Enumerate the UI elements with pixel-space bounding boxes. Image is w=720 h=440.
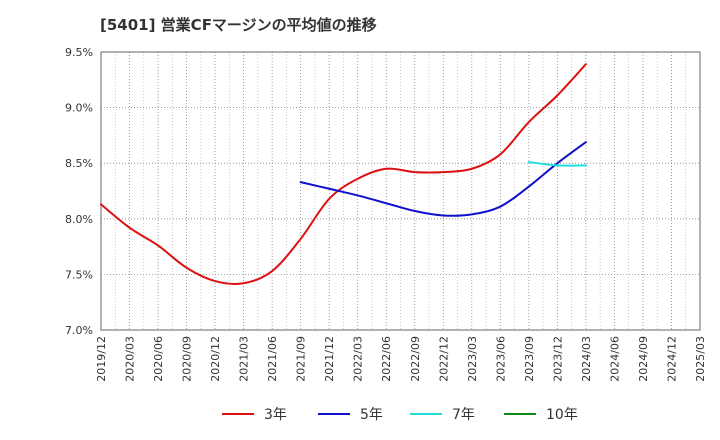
- series-line-3年: [100, 63, 587, 286]
- y-tick-label: 7.0%: [65, 324, 93, 337]
- x-tick-label: 2022/12: [437, 336, 450, 382]
- y-tick-label: 7.5%: [65, 268, 93, 281]
- x-tick-label: 2021/12: [323, 336, 336, 382]
- x-tick-label: 2024/06: [608, 336, 621, 382]
- series-line-5年: [299, 141, 587, 217]
- x-tick-label: 2023/06: [494, 336, 507, 382]
- y-tick-label: 9.5%: [65, 46, 93, 59]
- x-tick-label: 2024/12: [665, 336, 678, 382]
- x-tick-label: 2020/06: [152, 336, 165, 382]
- legend: 3年 5年 7年 10年: [222, 407, 578, 423]
- y-tick-label: 8.0%: [65, 213, 93, 226]
- x-tick-label: 2023/12: [551, 336, 564, 382]
- legend-label: 10年: [546, 407, 578, 423]
- x-tick-label: 2023/03: [466, 336, 479, 382]
- y-tick-label: 9.0%: [65, 102, 93, 115]
- x-tick-label: 2020/12: [209, 336, 222, 382]
- x-tick-label: 2025/03: [694, 336, 707, 382]
- chart-title: [5401] 営業CFマージンの平均値の推移: [100, 16, 377, 34]
- plot-frame: [100, 51, 701, 331]
- series-line-7年: [527, 161, 587, 167]
- series-lines: [100, 63, 587, 286]
- x-tick-label: 2021/09: [295, 336, 308, 382]
- x-tick-label: 2022/03: [352, 336, 365, 382]
- x-tick-label: 2019/12: [95, 336, 108, 382]
- x-tick-label: 2023/09: [523, 336, 536, 382]
- x-tick-label: 2020/09: [181, 336, 194, 382]
- x-tick-label: 2024/03: [580, 336, 593, 382]
- x-tick-label: 2020/03: [124, 336, 137, 382]
- x-tick-label: 2022/06: [380, 336, 393, 382]
- legend-label: 3年: [264, 407, 287, 423]
- axes: 7.0% 7.5% 8.0% 8.5% 9.0% 9.5% 2019/12 2020/03 20…: [65, 46, 707, 382]
- x-tick-label: 2021/06: [266, 336, 279, 382]
- x-tick-label: 2024/09: [637, 336, 650, 382]
- legend-label: 5年: [360, 407, 383, 423]
- legend-label: 7年: [452, 407, 475, 423]
- x-tick-label: 2021/03: [238, 336, 251, 382]
- x-tick-label: 2022/09: [409, 336, 422, 382]
- y-tick-label: 8.5%: [65, 157, 93, 170]
- grid-lines: [100, 51, 701, 331]
